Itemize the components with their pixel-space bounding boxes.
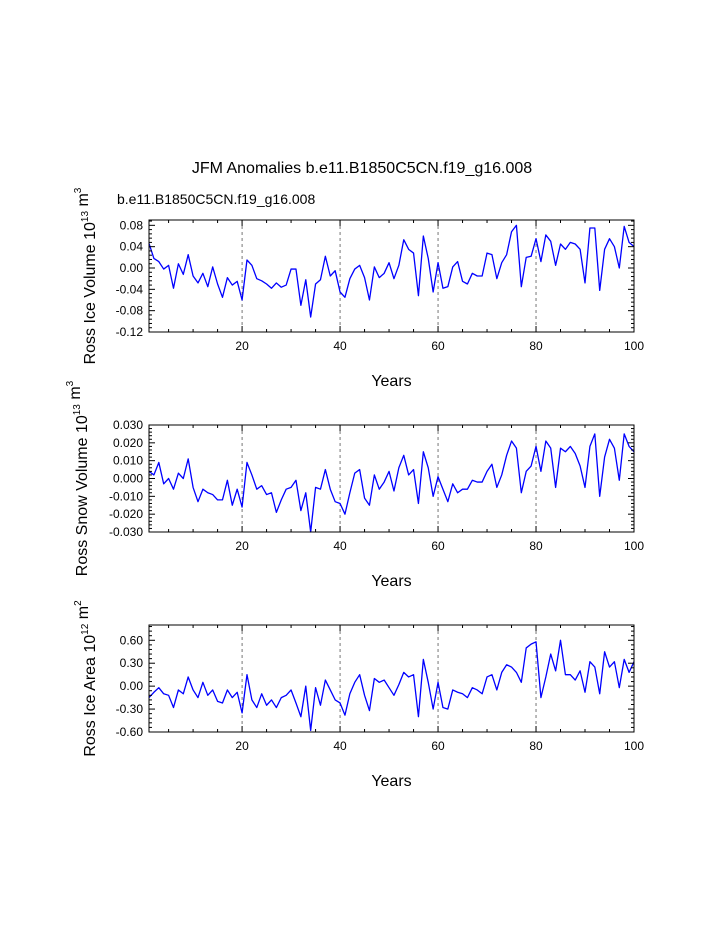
x-axis-label: Years xyxy=(371,373,411,390)
x-tick-label: 40 xyxy=(333,539,347,553)
data-series-line xyxy=(148,639,635,732)
ross-ice-volume-panel: 20 40 60 80 100 0.08 0.04 0.00 -0.04 -0.08 -0.12 Ye… xyxy=(73,187,644,390)
x-axis-label: Years xyxy=(371,773,411,790)
y-axis-label-part: Ross Ice Volume 10 xyxy=(82,222,99,364)
x-tick-label: 20 xyxy=(235,739,249,753)
x-tick-label: 40 xyxy=(333,339,347,353)
x-tick-label: 60 xyxy=(431,339,445,353)
y-axis-label-superscript: 13 xyxy=(80,211,91,223)
x-tick-label: 80 xyxy=(529,539,543,553)
y-tick-label: -0.010 xyxy=(109,489,143,503)
y-axis-label-part: Ross Ice Area 10 xyxy=(82,635,99,757)
y-axis-label: Ross Ice Area 1012 m2 xyxy=(73,600,99,757)
y-axis-label-superscript: 12 xyxy=(80,623,91,635)
y-axis-label-part: m xyxy=(67,386,84,404)
x-tick-label: 60 xyxy=(431,539,445,553)
y-tick-label: -0.08 xyxy=(116,304,144,318)
y-axis-label-superscript: 3 xyxy=(73,187,84,193)
y-tick-label: -0.04 xyxy=(116,282,144,296)
y-axis-label-superscript: 13 xyxy=(72,404,83,416)
ross-snow-volume-panel: 20 40 60 80 100 0.030 0.020 0.010 0.000 -0.010 -0.… xyxy=(65,380,644,590)
y-axis-label-superscript: 3 xyxy=(65,380,76,386)
y-tick-label: -0.30 xyxy=(116,702,144,716)
y-tick-label: 0.30 xyxy=(120,656,144,670)
y-axis-label-part: m xyxy=(75,193,92,211)
figure-title: JFM Anomalies b.e11.B1850C5CN.f19_g16.00… xyxy=(192,160,532,177)
y-tick-label: 0.60 xyxy=(120,633,144,647)
x-tick-label: 100 xyxy=(624,539,644,553)
x-tick-label: 20 xyxy=(235,339,249,353)
y-tick-label: 0.020 xyxy=(113,436,143,450)
plot-frame xyxy=(148,624,635,733)
x-tick-label: 80 xyxy=(529,339,543,353)
case-label: b.e11.B1850C5CN.f19_g16.008 xyxy=(117,191,315,207)
y-axis-label-part: m xyxy=(75,606,92,624)
x-tick-label: 100 xyxy=(624,739,644,753)
y-tick-label: -0.60 xyxy=(116,725,144,739)
x-tick-label: 80 xyxy=(529,739,543,753)
y-tick-label: -0.030 xyxy=(109,525,143,539)
y-tick-label: 0.00 xyxy=(120,679,144,693)
y-tick-label: 0.08 xyxy=(120,218,144,232)
y-tick-label: -0.12 xyxy=(116,325,144,339)
x-axis-label: Years xyxy=(371,573,411,590)
y-tick-label: 0.00 xyxy=(120,261,144,275)
y-tick-label: 0.000 xyxy=(113,472,143,486)
data-series-line xyxy=(148,224,635,318)
y-tick-label: 0.010 xyxy=(113,454,143,468)
ross-ice-area-panel: 20 40 60 80 100 0.60 0.30 0.00 -0.30 -0.60 Years Ro… xyxy=(73,600,644,790)
x-tick-label: 100 xyxy=(624,339,644,353)
y-axis-label: Ross Ice Volume 1013 m3 xyxy=(73,187,99,364)
y-tick-label: 0.030 xyxy=(113,418,143,432)
y-tick-label: -0.020 xyxy=(109,507,143,521)
y-axis-label: Ross Snow Volume 1013 m3 xyxy=(65,380,91,576)
y-axis-label-part: Ross Snow Volume 10 xyxy=(74,415,91,576)
x-tick-label: 60 xyxy=(431,739,445,753)
data-series-line xyxy=(148,433,635,533)
plot-frame xyxy=(148,219,635,333)
y-axis-label-superscript: 2 xyxy=(73,600,84,606)
x-tick-label: 20 xyxy=(235,539,249,553)
x-tick-label: 40 xyxy=(333,739,347,753)
y-tick-label: 0.04 xyxy=(120,240,144,254)
